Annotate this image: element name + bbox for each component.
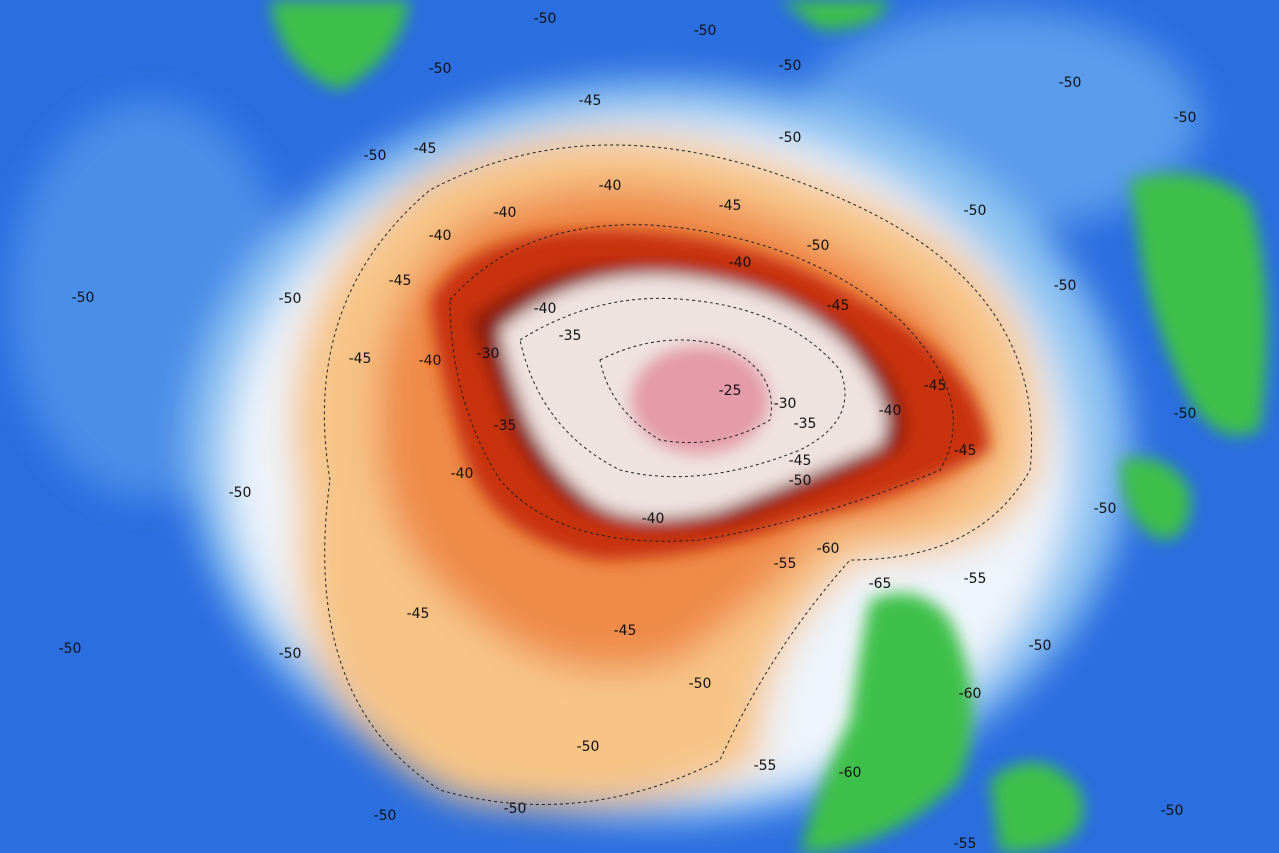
contour-label: -50 bbox=[1054, 278, 1077, 294]
contour-label: -50 bbox=[279, 646, 302, 662]
contour-label: -50 bbox=[1174, 406, 1197, 422]
contour-label: -65 bbox=[869, 576, 892, 592]
green-patch bbox=[780, 0, 890, 30]
contour-label: -45 bbox=[719, 198, 742, 214]
contour-label: -50 bbox=[279, 291, 302, 307]
contour-label: -50 bbox=[1059, 75, 1082, 91]
contour-label: -50 bbox=[72, 290, 95, 306]
contour-label: -40 bbox=[599, 178, 622, 194]
contour-label: -50 bbox=[504, 801, 527, 817]
contour-labels: -50 -50 -50 -50 -50 -50 -45 -50 -50 -45 -40 -40 -45 -… bbox=[59, 11, 1197, 852]
contour-label: -50 bbox=[1161, 803, 1184, 819]
contour-label: -50 bbox=[689, 676, 712, 692]
contour-label: -50 bbox=[779, 130, 802, 146]
contour-label: -45 bbox=[924, 378, 947, 394]
contour-label: -45 bbox=[827, 298, 850, 314]
contour-label: -45 bbox=[414, 141, 437, 157]
contour-label: -50 bbox=[229, 485, 252, 501]
green-patch bbox=[990, 762, 1084, 853]
contour-label: -45 bbox=[579, 93, 602, 109]
contour-label: -45 bbox=[789, 453, 812, 469]
contour-lines bbox=[323, 144, 1033, 805]
contour-label: -50 bbox=[374, 808, 397, 824]
contour-label: -40 bbox=[879, 403, 902, 419]
contour-label: -40 bbox=[729, 255, 752, 271]
contour-label: -50 bbox=[807, 238, 830, 254]
contour-label: -30 bbox=[477, 346, 500, 362]
contour-label: -40 bbox=[429, 228, 452, 244]
contour-label: -40 bbox=[419, 353, 442, 369]
green-patch bbox=[1120, 458, 1191, 540]
contour-label: -60 bbox=[839, 765, 862, 781]
contour-label: -25 bbox=[719, 383, 742, 399]
contour-label: -35 bbox=[559, 328, 582, 344]
contour-label: -50 bbox=[779, 58, 802, 74]
contour-label: -30 bbox=[774, 396, 797, 412]
contour-label: -50 bbox=[59, 641, 82, 657]
contour-label: -50 bbox=[534, 11, 557, 27]
contour-label: -55 bbox=[774, 556, 797, 572]
contour-label: -35 bbox=[794, 416, 817, 432]
contour-label: -60 bbox=[959, 686, 982, 702]
green-patch-north bbox=[270, 0, 410, 90]
contour-label: -50 bbox=[429, 61, 452, 77]
contour-label: -50 bbox=[1094, 501, 1117, 517]
contour-label: -50 bbox=[364, 148, 387, 164]
contour-label: -40 bbox=[494, 205, 517, 221]
contour-label: -55 bbox=[964, 571, 987, 587]
contour-label: -50 bbox=[1174, 110, 1197, 126]
contour-label: -45 bbox=[614, 623, 637, 639]
pink-core bbox=[630, 345, 770, 455]
contour-label: -55 bbox=[954, 836, 977, 852]
contour-label: -55 bbox=[754, 758, 777, 774]
contour-label: -45 bbox=[349, 351, 372, 367]
contour-label: -60 bbox=[817, 541, 840, 557]
contour-label: -40 bbox=[534, 301, 557, 317]
contour-label: -45 bbox=[954, 443, 977, 459]
contour-label: -50 bbox=[1029, 638, 1052, 654]
contour-label: -50 bbox=[577, 739, 600, 755]
green-patch-south bbox=[800, 593, 973, 853]
contour-label: -45 bbox=[407, 606, 430, 622]
contour-label: -40 bbox=[642, 511, 665, 527]
contour-label: -40 bbox=[451, 466, 474, 482]
contour-label: -50 bbox=[789, 473, 812, 489]
contour-label: -35 bbox=[494, 418, 517, 434]
contour-label: -50 bbox=[964, 203, 987, 219]
contour-label: -50 bbox=[694, 23, 717, 39]
contour-label: -45 bbox=[389, 273, 412, 289]
green-patch-east bbox=[1130, 173, 1268, 436]
